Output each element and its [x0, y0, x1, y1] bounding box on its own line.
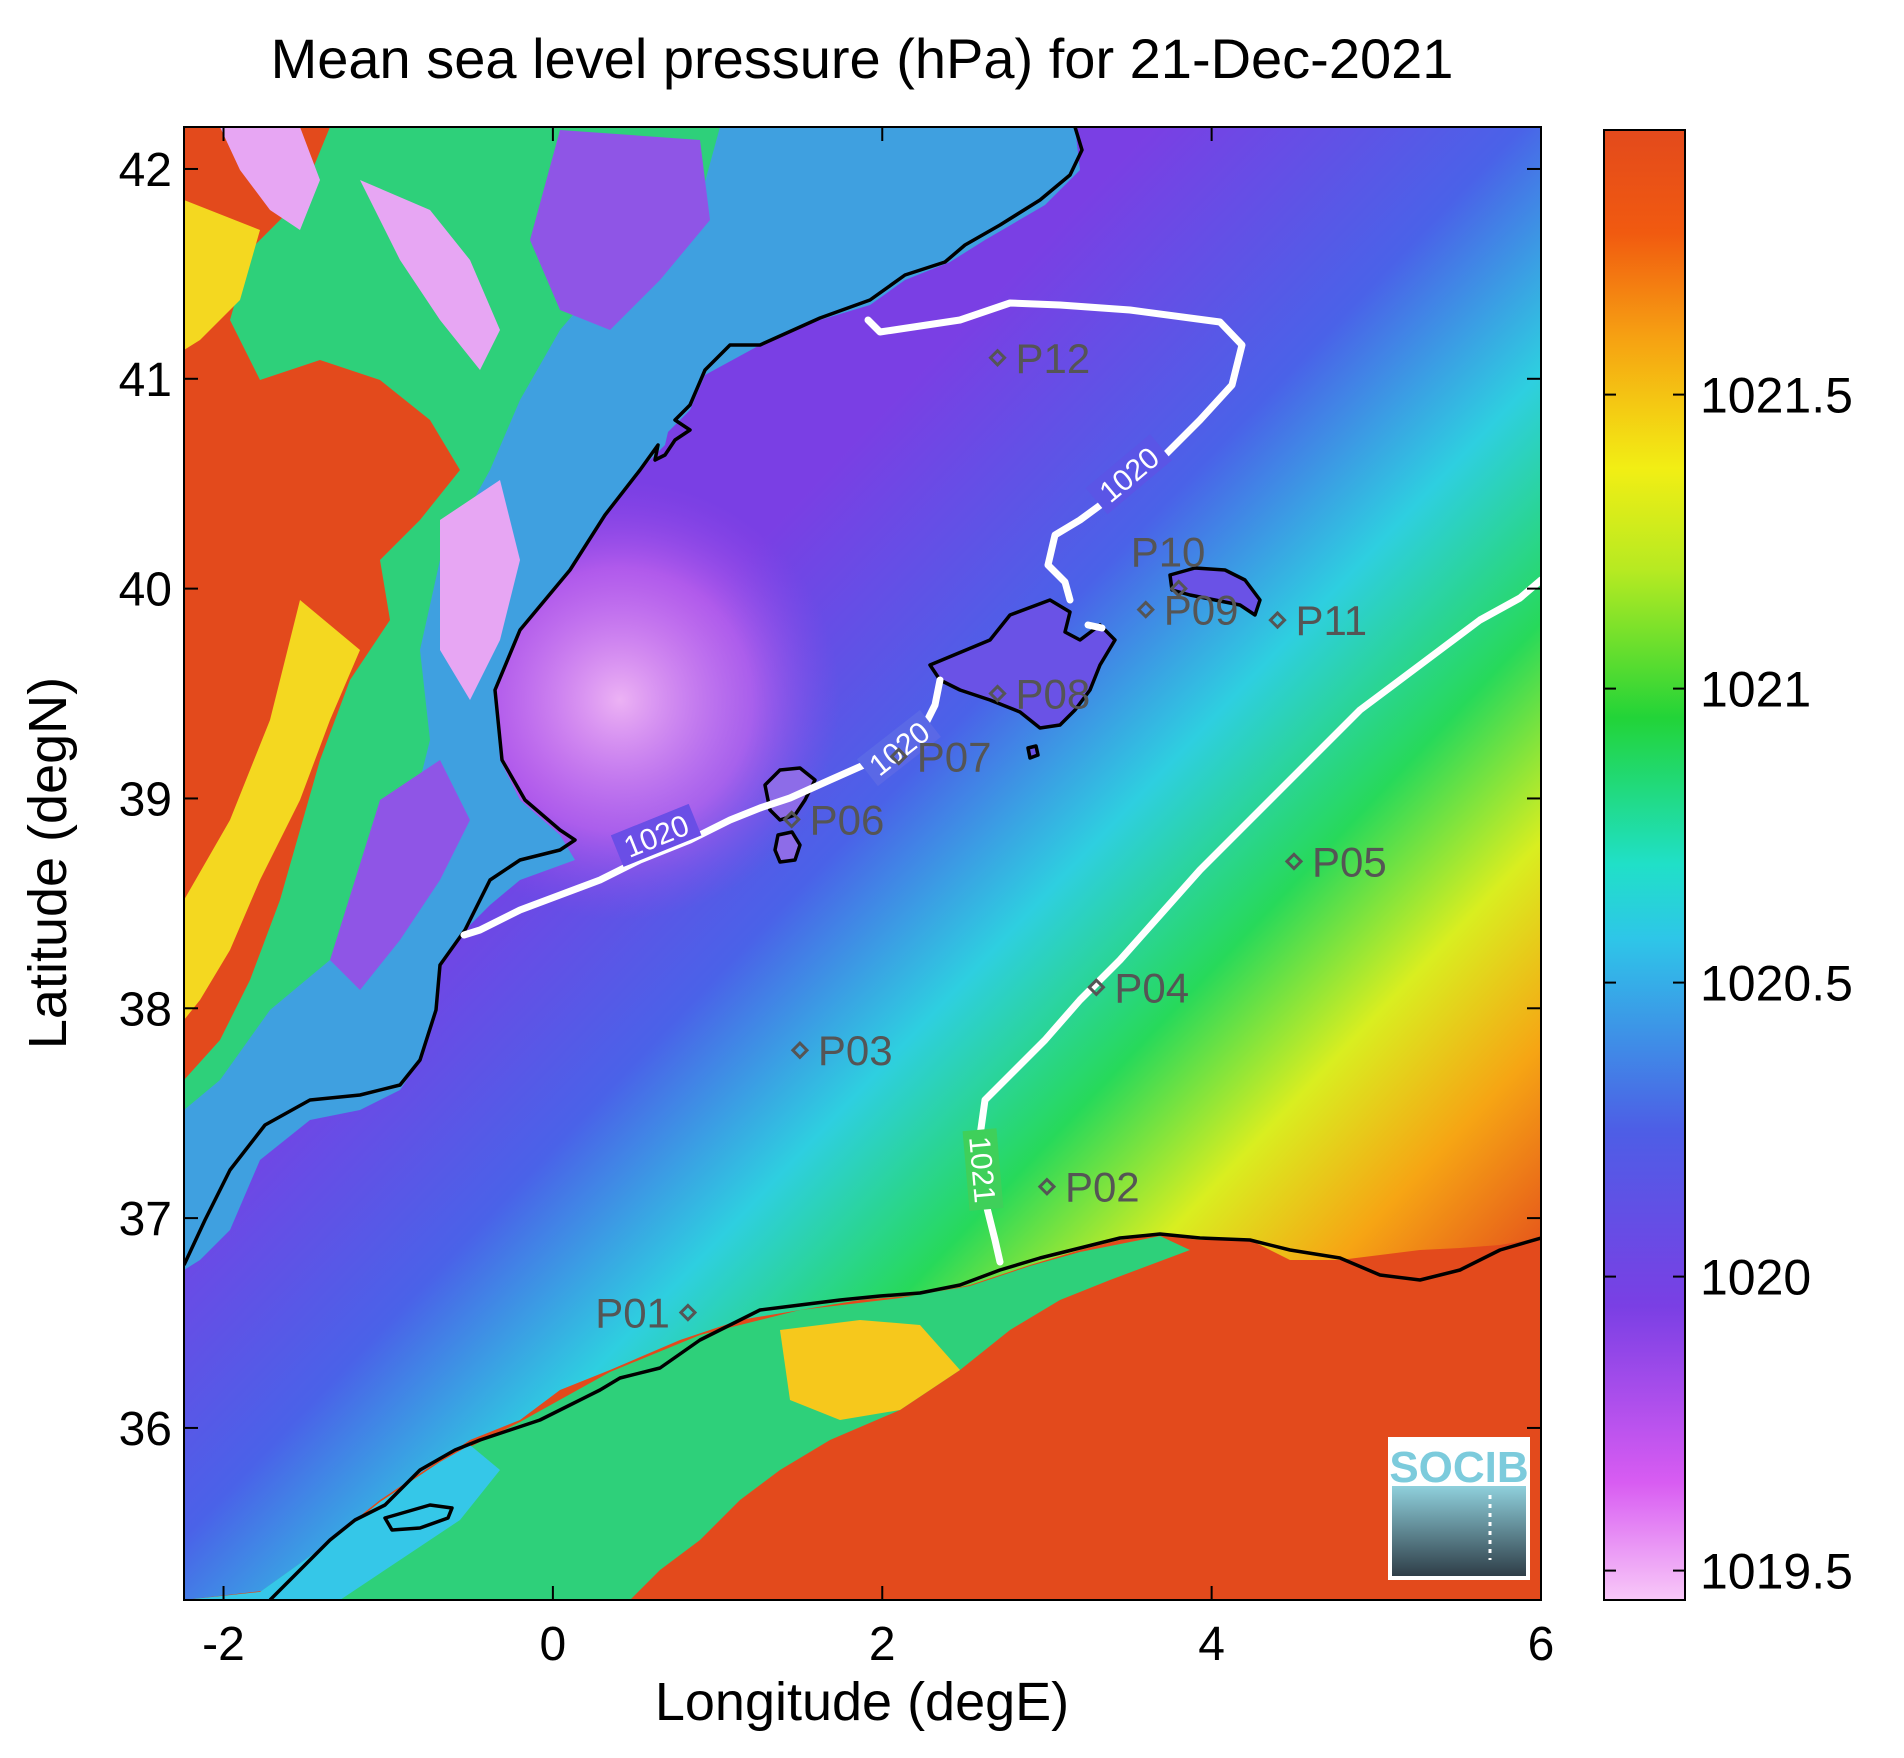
- isobar-label-1021: 1021: [962, 1128, 1004, 1211]
- x-tick-label: 6: [1528, 1618, 1555, 1671]
- x-tick-label: 4: [1198, 1618, 1225, 1671]
- station-marker: [988, 684, 1007, 703]
- y-axis: 42 41 40 39 38 37 36: [119, 144, 1541, 1456]
- pressure-field: 1020 1020 1020 1021 P01P02P03P04P05P06P0…: [184, 127, 1541, 1600]
- colorbar-ticks: 1021.5 1021 1020.5 1020 1019.5: [1604, 368, 1853, 1600]
- isobar-label-text: 1021: [962, 1135, 1001, 1204]
- ibiza-island: [765, 768, 815, 820]
- station-marker: [1268, 610, 1287, 630]
- station-label: P01: [595, 1290, 670, 1337]
- alboran-coastline: [383, 1503, 454, 1532]
- chart-title: Mean sea level pressure (hPa) for 21-Dec…: [271, 27, 1454, 90]
- colorbar-tick-label: 1020: [1700, 1250, 1811, 1306]
- station-label: P07: [917, 733, 992, 780]
- y-tick-label: 40: [119, 564, 172, 617]
- isobar-1020-b: [1084, 621, 1106, 632]
- iberia-pink-ridge: [220, 127, 520, 700]
- station-marker: [790, 1041, 810, 1060]
- y-tick-label: 37: [119, 1193, 172, 1246]
- station-label: P06: [810, 796, 885, 843]
- station-label: P12: [1016, 335, 1091, 382]
- iberia-yellow-band: [184, 200, 360, 1020]
- station-label: P08: [1016, 671, 1091, 718]
- colorbar-tick-label: 1021.5: [1700, 368, 1853, 424]
- colorbar-tick-label: 1019.5: [1700, 1544, 1853, 1600]
- x-axis-label: Longitude (degE): [655, 1672, 1069, 1732]
- station-marker: [988, 348, 1007, 368]
- station-label: P03: [818, 1027, 893, 1074]
- africa-coastal-yellow: [780, 1320, 960, 1420]
- x-axis: -2 0 2 4 6: [202, 127, 1554, 1671]
- station-marker: [1087, 978, 1106, 997]
- station-label: P11: [1296, 597, 1368, 644]
- station-marker: [1136, 600, 1155, 619]
- x-tick-label: 2: [869, 1618, 896, 1671]
- station-marker: [1037, 1177, 1057, 1196]
- formentera-island: [775, 832, 800, 862]
- station-marker: [782, 810, 801, 829]
- station-marker: [889, 747, 908, 766]
- plot-frame: [183, 126, 1542, 1601]
- y-tick-label: 41: [119, 354, 172, 407]
- iberia-coastline: [184, 127, 1084, 1266]
- colorbar-tick-label: 1021: [1700, 662, 1811, 718]
- y-axis-label: Latitude (degN): [18, 677, 78, 1049]
- cabrera-coastline: [1026, 744, 1040, 760]
- station-label: P02: [1065, 1164, 1140, 1211]
- ibiza-coastline: [763, 766, 817, 822]
- station-label: P10: [1131, 529, 1206, 576]
- africa-coastline: [268, 1232, 1541, 1600]
- mallorca-island: [930, 600, 1115, 728]
- x-tick-label: -2: [202, 1618, 245, 1671]
- station-marker: [678, 1303, 698, 1322]
- station-label: P04: [1114, 964, 1189, 1011]
- x-tick-label: 0: [540, 1618, 567, 1671]
- y-tick-label: 42: [119, 144, 172, 197]
- mallorca-coastline: [928, 598, 1117, 730]
- socib-logo: SOCIB: [1388, 1437, 1530, 1580]
- station-marker: [1284, 852, 1304, 871]
- station-label: P05: [1312, 838, 1387, 885]
- y-tick-label: 39: [119, 773, 172, 826]
- y-tick-label: 36: [119, 1403, 172, 1456]
- station-marker: [1169, 579, 1188, 598]
- isobar-1020-a: [864, 299, 1246, 604]
- coastlines: [184, 127, 1541, 1600]
- alboran-island: [385, 1505, 452, 1530]
- y-tick-label: 38: [119, 983, 172, 1036]
- colorbar-tick-label: 1020.5: [1700, 956, 1853, 1012]
- iberia-purple-band: [330, 130, 710, 990]
- formentera-coastline: [773, 830, 802, 864]
- colorbar: [1603, 129, 1686, 1601]
- africa-coastal-cyan: [184, 1445, 500, 1600]
- logo-text: SOCIB: [1389, 1443, 1528, 1492]
- menorca-coastline: [1168, 566, 1262, 617]
